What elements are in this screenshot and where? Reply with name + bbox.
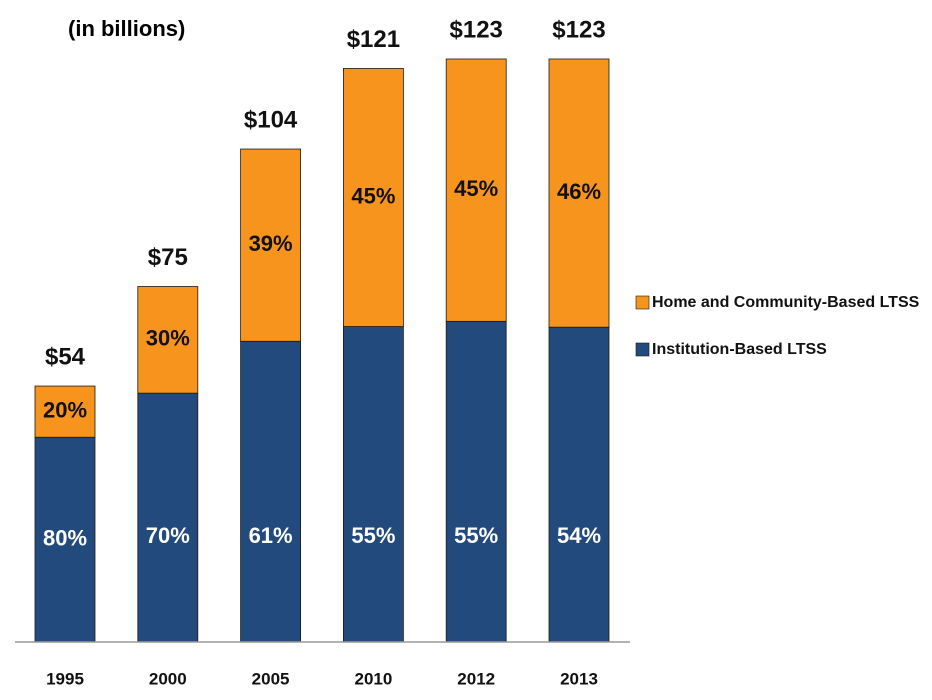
total-label: $54	[45, 343, 86, 370]
x-tick-label: 2000	[149, 669, 187, 688]
segment-label: 46%	[557, 179, 601, 204]
legend-label: Home and Community-Based LTSS	[652, 294, 920, 311]
x-tick-label: 2012	[457, 669, 495, 688]
segment-label: 45%	[351, 183, 395, 208]
bar-segment	[137, 286, 199, 394]
x-tick-label: 2010	[354, 669, 392, 688]
x-tick-label: 1995	[46, 669, 84, 688]
bar-segment	[445, 58, 507, 322]
total-label: $121	[347, 26, 400, 53]
segment-label: 39%	[249, 231, 293, 256]
segment-label: 61%	[249, 523, 293, 548]
legend-swatch	[635, 342, 650, 357]
bar-segment	[240, 340, 302, 643]
legend-label: Institution-Based LTSS	[652, 341, 827, 358]
chart-subtitle: (in billions)	[68, 16, 185, 41]
bar-segment	[445, 320, 507, 643]
bar-segment	[34, 436, 96, 643]
segment-label: 70%	[146, 523, 190, 548]
segment-label: 20%	[43, 397, 87, 422]
bar-segment	[240, 148, 302, 342]
bar-segment	[342, 326, 404, 643]
total-label: $123	[450, 16, 503, 43]
x-tick-label: 2005	[252, 669, 290, 688]
bar-segment	[548, 326, 610, 643]
bar-segment	[548, 58, 610, 328]
segment-label: 80%	[43, 525, 87, 550]
legend-swatch	[635, 295, 650, 310]
segment-label: 45%	[454, 176, 498, 201]
bar-segment	[34, 385, 96, 438]
x-tick-label: 2013	[560, 669, 598, 688]
segment-label: 55%	[351, 523, 395, 548]
total-label: $104	[244, 106, 298, 133]
bar-segment	[342, 68, 404, 327]
segment-label: 30%	[146, 326, 190, 351]
bar-segment	[137, 392, 199, 643]
total-label: $75	[148, 244, 188, 271]
total-label: $123	[552, 16, 605, 43]
segment-label: 54%	[557, 523, 601, 548]
segment-label: 55%	[454, 523, 498, 548]
